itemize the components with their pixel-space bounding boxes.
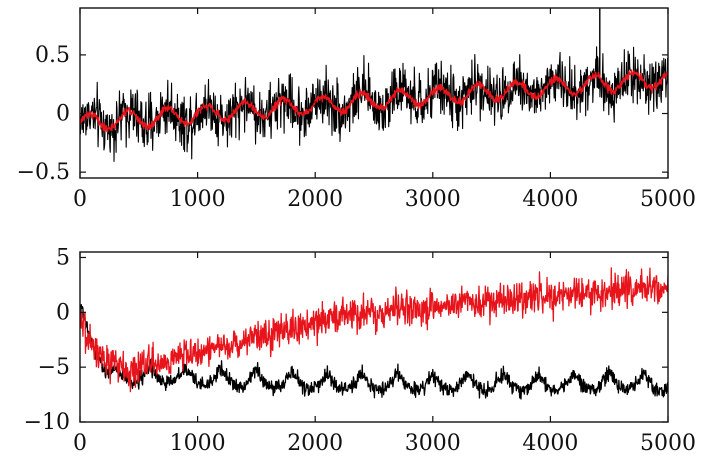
x-tick-label: 5000: [640, 431, 696, 456]
x-tick-label: 4000: [522, 187, 578, 212]
series-line: [80, 69, 668, 133]
x-tick-label: 1000: [170, 187, 226, 212]
bottom-chart-panel: 0 1000 2000 3000 4000 5000 5 0 −5 −10: [24, 245, 696, 456]
plot-frame: [79, 251, 669, 423]
y-tick-label: 0: [56, 102, 70, 127]
x-tick-label: 3000: [405, 187, 461, 212]
x-tick-label: 2000: [287, 431, 343, 456]
x-tick-label: 1000: [170, 431, 226, 456]
x-tick-label: 5000: [640, 187, 696, 212]
x-tick-label: 3000: [405, 431, 461, 456]
x-tick-label: 0: [73, 187, 87, 212]
x-tick-label: 0: [73, 431, 87, 456]
plot-frame: [79, 7, 669, 179]
y-tick-label: 0.5: [35, 43, 70, 68]
y-tick-label: 0: [56, 300, 70, 325]
y-tick-label: −10: [24, 410, 70, 435]
x-tick-label: 4000: [522, 431, 578, 456]
y-tick-label: −0.5: [17, 160, 70, 185]
y-tick-label: −5: [38, 355, 70, 380]
series-group: [80, 267, 668, 400]
series-line: [80, 267, 668, 393]
series-group: [80, 8, 668, 162]
series-line: [80, 304, 668, 400]
series-line: [80, 46, 668, 162]
y-tick-label: 5: [56, 245, 70, 270]
x-tick-label: 2000: [287, 187, 343, 212]
